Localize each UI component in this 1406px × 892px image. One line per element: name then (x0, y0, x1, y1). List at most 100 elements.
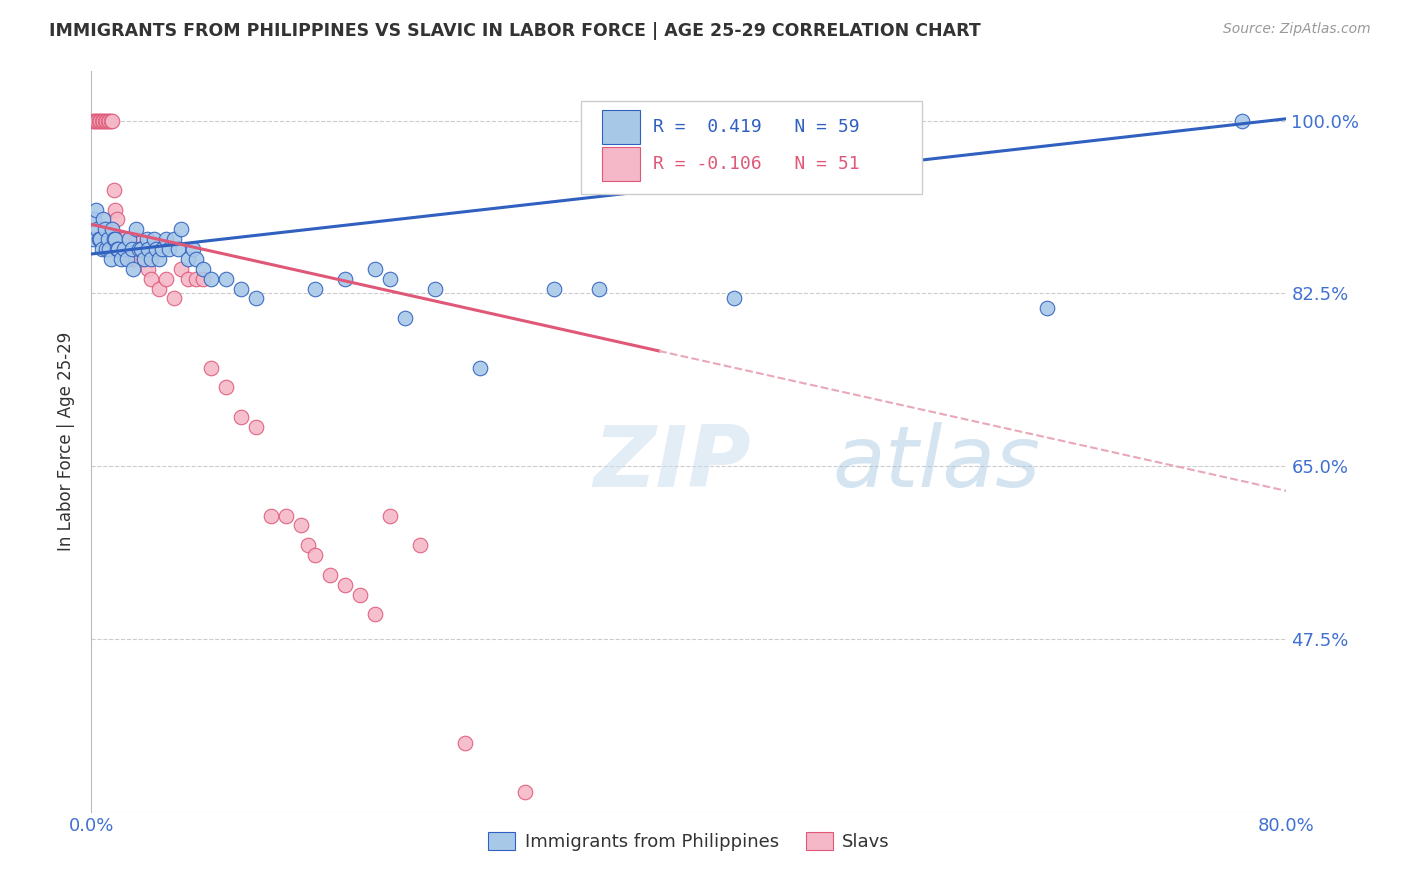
Point (97, 113, 120, 128)
Point (157, 242, 180, 256)
FancyBboxPatch shape (582, 101, 922, 194)
Point (200, 360, 222, 375)
Point (83, 212, 105, 227)
Point (229, 409, 252, 424)
Point (89, 113, 111, 128)
Point (170, 261, 193, 276)
Point (93, 113, 115, 128)
Point (155, 232, 177, 246)
Point (121, 252, 143, 266)
Bar (602, 111, 640, 144)
Point (409, 538, 432, 552)
Point (162, 232, 184, 246)
Point (87, 232, 110, 246)
Point (136, 261, 159, 276)
Point (148, 252, 170, 266)
Point (274, 508, 297, 523)
Text: R = -0.106   N = 51: R = -0.106 N = 51 (652, 155, 859, 173)
Point (181, 242, 204, 256)
Point (98, 113, 121, 128)
Point (135, 232, 157, 246)
Point (454, 736, 477, 750)
Point (101, 222, 124, 236)
Point (112, 242, 135, 256)
Point (94, 222, 117, 236)
Point (143, 232, 166, 246)
Y-axis label: In Labor Force | Age 25-29: In Labor Force | Age 25-29 (58, 332, 76, 551)
Point (145, 242, 167, 256)
Point (93, 212, 115, 227)
Point (155, 271, 177, 285)
Point (167, 242, 190, 256)
Point (125, 222, 148, 236)
Point (290, 518, 312, 533)
Point (229, 281, 252, 295)
Text: Source: ZipAtlas.com: Source: ZipAtlas.com (1223, 22, 1371, 37)
Point (588, 281, 610, 295)
Point (105, 212, 128, 227)
Point (245, 419, 267, 434)
Point (193, 271, 215, 285)
Point (89, 232, 111, 246)
Point (200, 271, 222, 285)
Point (132, 252, 155, 266)
Point (100, 252, 122, 266)
Point (118, 232, 141, 246)
Point (513, 785, 536, 799)
Point (86, 222, 108, 236)
Point (129, 242, 152, 256)
Point (423, 281, 446, 295)
Point (103, 232, 125, 246)
Point (90, 113, 112, 128)
Point (177, 252, 200, 266)
Point (380, 271, 402, 285)
Point (121, 242, 143, 256)
Point (215, 380, 238, 394)
Bar (602, 147, 640, 180)
Point (723, 292, 745, 306)
Point (319, 567, 342, 582)
Point (297, 538, 319, 552)
Point (148, 281, 170, 295)
Point (97, 232, 120, 246)
Point (150, 242, 173, 256)
Point (87, 113, 110, 128)
Point (245, 292, 267, 306)
Point (110, 242, 132, 256)
Point (84, 113, 107, 128)
Text: R =  0.419   N = 59: R = 0.419 N = 59 (652, 118, 859, 136)
Point (141, 252, 163, 266)
Point (98, 242, 121, 256)
Point (184, 271, 207, 285)
Point (96, 242, 118, 256)
Point (94, 113, 117, 128)
Point (349, 588, 371, 602)
Point (141, 271, 163, 285)
Point (380, 508, 402, 523)
Point (83, 113, 105, 128)
Point (304, 548, 326, 562)
Point (103, 183, 125, 197)
Point (394, 311, 416, 326)
Point (125, 232, 148, 246)
Point (82, 232, 104, 246)
Point (104, 232, 127, 246)
Point (129, 242, 152, 256)
Point (364, 607, 387, 622)
Point (110, 252, 132, 266)
Point (122, 261, 145, 276)
Point (104, 202, 127, 217)
Text: ZIP: ZIP (593, 422, 751, 505)
Point (128, 242, 150, 256)
Point (90, 242, 112, 256)
Point (364, 261, 387, 276)
Point (107, 232, 129, 246)
Point (112, 232, 135, 246)
Point (193, 261, 215, 276)
Point (82, 113, 104, 128)
Point (170, 222, 193, 236)
Point (335, 577, 357, 591)
Point (335, 271, 357, 285)
Point (215, 271, 238, 285)
Legend: Immigrants from Philippines, Slavs: Immigrants from Philippines, Slavs (481, 824, 897, 858)
